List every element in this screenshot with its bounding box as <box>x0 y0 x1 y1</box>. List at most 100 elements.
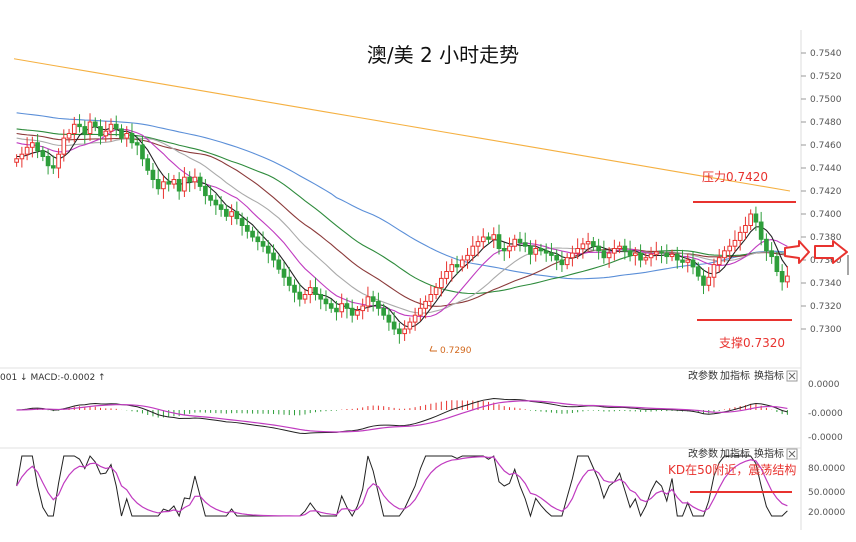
candle-body <box>281 268 287 278</box>
candle-body <box>732 239 738 247</box>
kd-tick-label: 80.0000 <box>808 464 845 474</box>
candle-body <box>428 294 434 302</box>
candle-body <box>575 248 580 254</box>
candle-body <box>470 245 476 256</box>
candle-body <box>108 123 114 132</box>
candle-body <box>134 142 140 146</box>
price-tick-label: 0.7380 <box>810 233 842 243</box>
candle-body <box>381 307 386 316</box>
price-tick-label: 0.7520 <box>810 72 842 82</box>
candle-body <box>244 225 250 232</box>
candle-body <box>722 250 727 259</box>
candle-body <box>622 245 628 252</box>
candle-body <box>260 241 266 247</box>
candle-body <box>30 142 35 148</box>
candle-body <box>438 277 444 289</box>
candle-body <box>659 251 664 254</box>
price-axis: 0.7540 0.7520 0.7500 0.7480 0.7460 0.7440 0.74… <box>801 49 842 335</box>
candle-body <box>302 294 308 300</box>
candle-body <box>617 245 622 249</box>
candle-body <box>386 314 392 323</box>
candle-body <box>433 287 439 296</box>
macd-close-icon[interactable] <box>786 370 798 382</box>
candle-body <box>292 284 297 293</box>
candle-body <box>71 123 77 135</box>
candle-body <box>234 211 240 220</box>
price-tick-label: 0.7360 <box>810 256 842 266</box>
macd-tick-label: -0.0000 <box>808 409 843 419</box>
candle-body <box>155 179 161 190</box>
candle-body <box>391 321 397 330</box>
candle-body <box>465 254 470 261</box>
moving-average-lines <box>13 58 791 328</box>
macd-dif-line <box>16 398 788 435</box>
candle-body <box>779 271 785 283</box>
candle-body <box>612 248 617 254</box>
direction-arrow-icon-2 <box>814 240 848 264</box>
candle-body <box>224 208 229 217</box>
candle-body <box>45 156 51 167</box>
candle-body <box>166 181 172 185</box>
macd-add-indicator-button[interactable]: 加指标 <box>720 369 750 382</box>
price-tick-label: 0.7300 <box>810 325 842 335</box>
candle-body <box>344 303 350 309</box>
macd-dea-line <box>16 400 788 433</box>
candle-body <box>82 126 88 134</box>
candle-body <box>680 259 685 263</box>
candle-body <box>129 133 135 144</box>
candle-body <box>239 218 245 227</box>
candle-body <box>87 121 93 134</box>
price-tick-label: 0.7480 <box>810 118 842 128</box>
candle-body <box>14 158 19 163</box>
candle-body <box>449 264 455 273</box>
candle-body <box>250 230 255 238</box>
candle-body <box>365 296 371 307</box>
kd-tick-label: 20.0000 <box>808 508 845 518</box>
kd-switch-indicator-button[interactable]: 换指标 <box>754 447 784 460</box>
candle-body <box>286 276 292 286</box>
candle-body <box>538 248 544 252</box>
candle-body <box>533 248 539 255</box>
candle-body <box>685 259 691 263</box>
candle-body <box>501 248 507 252</box>
candle-body <box>376 300 381 309</box>
macd-edit-params-button[interactable]: 改参数 <box>688 369 718 382</box>
candle-body <box>627 250 633 256</box>
kd-add-indicator-button[interactable]: 加指标 <box>720 447 750 460</box>
candle-body <box>197 176 203 187</box>
candle-body <box>491 234 497 240</box>
kd-edit-params-button[interactable]: 改参数 <box>688 447 718 460</box>
support-label: 支撑0.7320 <box>719 335 785 350</box>
kd-close-icon[interactable] <box>786 448 798 460</box>
candle-body <box>653 251 659 255</box>
candle-body <box>56 153 61 169</box>
resistance-label: 压力0.7420 <box>702 170 768 184</box>
candle-body <box>150 169 156 181</box>
macd-header: 001 ↓ MACD:-0.0002 ↑ <box>0 373 106 383</box>
candle-body <box>176 179 182 192</box>
moving-average-line <box>16 112 788 280</box>
candle-body <box>580 243 586 249</box>
candle-body <box>271 252 276 261</box>
candle-body <box>669 253 675 258</box>
candle-body <box>606 252 612 259</box>
candle-body <box>632 252 638 256</box>
candle-body <box>570 252 575 259</box>
candle-body <box>397 328 402 335</box>
candle-body <box>229 211 234 217</box>
candle-body <box>208 195 213 201</box>
chart-title: 澳/美 2 小时走势 <box>367 43 519 67</box>
candle-body <box>591 241 596 247</box>
macd-switch-indicator-button[interactable]: 换指标 <box>754 369 784 382</box>
candle-body <box>706 276 712 286</box>
candle-body <box>444 271 449 279</box>
candle-body <box>182 176 187 192</box>
candle-body <box>313 287 318 296</box>
candle-body <box>690 259 696 268</box>
candle-body <box>528 245 533 255</box>
price-tick-label: 0.7440 <box>810 164 842 174</box>
candle-body <box>192 176 198 183</box>
candle-body <box>648 253 654 259</box>
candle-body <box>334 307 339 313</box>
